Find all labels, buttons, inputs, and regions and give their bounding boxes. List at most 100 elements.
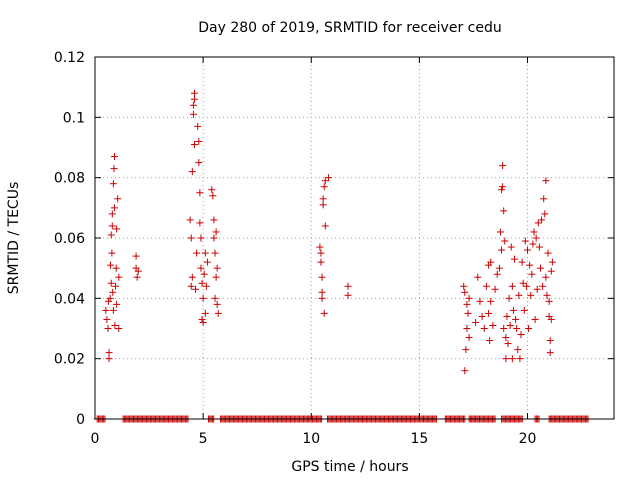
data-point (132, 252, 140, 260)
data-point (107, 261, 115, 269)
data-point (528, 270, 536, 278)
data-point (480, 325, 488, 332)
data-point (211, 294, 219, 302)
data-point (106, 294, 114, 302)
data-point (111, 321, 119, 329)
data-point (105, 349, 113, 357)
data-point (546, 349, 554, 357)
data-point (519, 279, 527, 287)
data-point (500, 325, 508, 332)
data-point (540, 195, 548, 203)
data-point (214, 309, 222, 317)
y-axis-label: SRMTID / TECUs (6, 182, 22, 295)
data-point (462, 346, 470, 354)
data-point (548, 258, 556, 266)
y-tick-label: 0 (76, 412, 85, 428)
data-point (499, 183, 507, 191)
data-point (115, 325, 123, 332)
data-point (320, 309, 328, 317)
data-point (189, 101, 197, 109)
y-tick-label: 0.08 (54, 171, 85, 187)
data-point (110, 153, 118, 161)
data-point (203, 258, 211, 266)
data-point (509, 306, 517, 314)
y-tick-label: 0.12 (54, 50, 85, 66)
data-point (213, 300, 221, 308)
data-point (541, 210, 549, 218)
data-point (104, 325, 112, 332)
data-point (201, 249, 209, 257)
data-point (536, 264, 544, 272)
data-point (544, 249, 552, 257)
data-point (499, 162, 507, 170)
ticks: 0 0.02 0.04 0.06 0.08 0.1 0.12 0 5 10 15 20 (54, 50, 614, 447)
data-point (198, 315, 206, 323)
data-point (317, 258, 325, 266)
data-point (110, 204, 118, 212)
data-point (543, 291, 551, 299)
data-layer (93, 89, 592, 423)
data-point (482, 282, 490, 290)
data-point (522, 282, 530, 290)
y-tick-label: 0.06 (54, 231, 85, 247)
data-point (532, 234, 540, 242)
data-point (211, 249, 219, 257)
data-point (108, 210, 116, 218)
data-point (195, 159, 203, 167)
data-point (320, 183, 328, 191)
data-point (538, 216, 546, 224)
data-point (213, 264, 221, 272)
data-point (521, 237, 529, 245)
data-point (520, 306, 528, 314)
data-point (514, 346, 522, 354)
data-point (112, 264, 120, 272)
data-point (503, 312, 511, 320)
data-point (197, 234, 205, 242)
data-point (504, 340, 512, 348)
data-point (199, 294, 207, 302)
data-point (210, 216, 218, 224)
data-point (478, 312, 486, 320)
data-point (501, 237, 509, 245)
data-point (201, 309, 209, 317)
data-point (485, 309, 493, 317)
data-point (344, 282, 352, 290)
data-point (193, 249, 201, 257)
data-point (460, 282, 468, 290)
data-point (212, 273, 220, 281)
y-tick-label: 0.04 (54, 291, 85, 307)
data-point (525, 325, 533, 332)
data-point (107, 231, 115, 239)
data-point (102, 306, 110, 314)
x-tick-label: 10 (302, 431, 320, 447)
data-point (498, 186, 506, 194)
data-point (105, 355, 113, 363)
data-point (526, 261, 534, 269)
data-point (104, 297, 112, 305)
data-point (486, 337, 494, 345)
data-point (542, 273, 550, 281)
data-point (321, 222, 329, 230)
data-point (489, 321, 497, 329)
data-point (547, 267, 555, 275)
data-point (190, 95, 198, 103)
data-point (546, 337, 554, 345)
data-point (476, 297, 484, 305)
data-point (493, 270, 501, 278)
data-point (547, 315, 555, 323)
data-point (317, 249, 325, 257)
data-point (190, 89, 198, 97)
data-point (321, 177, 329, 185)
data-point (189, 110, 197, 118)
data-point (202, 282, 210, 290)
data-point (199, 318, 207, 326)
data-point (192, 285, 200, 293)
data-point (208, 186, 216, 194)
data-point (539, 282, 547, 290)
data-point (103, 315, 111, 323)
data-point (533, 285, 541, 293)
data-point (108, 249, 116, 257)
data-point (109, 288, 117, 296)
data-point (461, 288, 469, 296)
